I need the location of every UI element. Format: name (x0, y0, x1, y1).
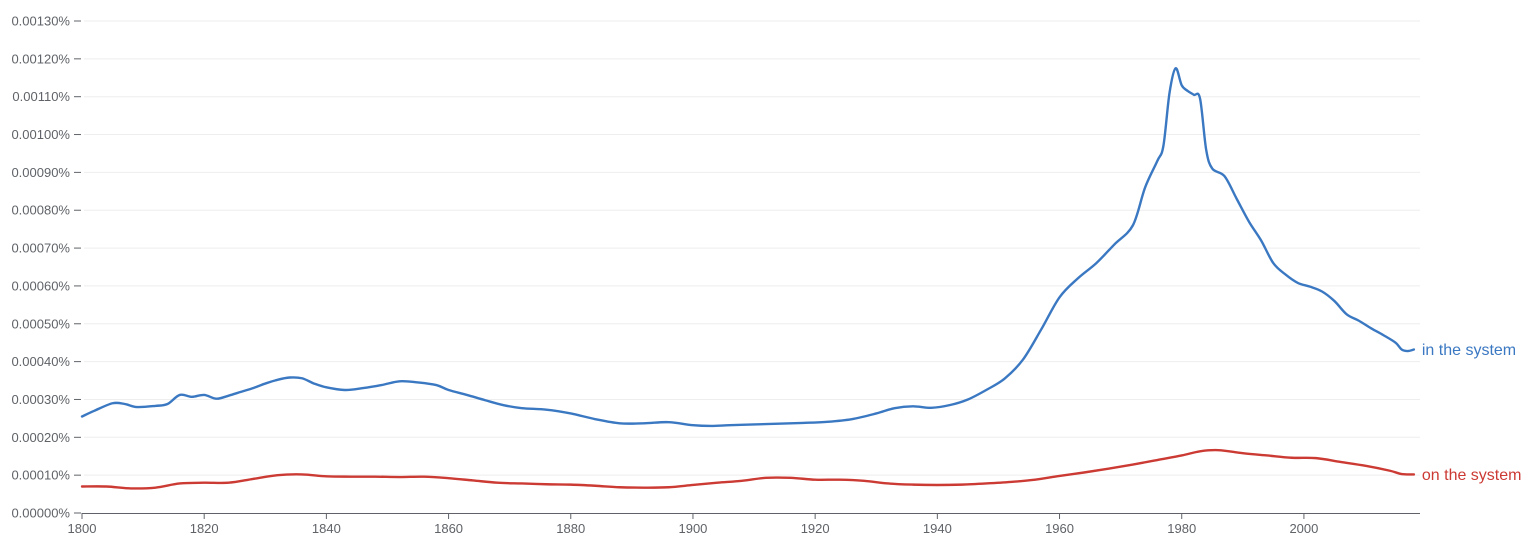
x-tick-label: 1820 (190, 521, 219, 536)
x-axis: 1800 1820 1840 1860 1880 1900 1920 1940 1960 1980… (68, 513, 1420, 536)
grid-lines (84, 20, 1420, 476)
y-tick-label: 0.00040% (11, 354, 70, 369)
y-tick-label: 0.00090% (11, 165, 70, 180)
y-tick-label: 0.00060% (11, 278, 70, 293)
series-labels: in the system on the system (1422, 342, 1522, 484)
y-tick-label: 0.00030% (11, 392, 70, 407)
y-tick-label: 0.00080% (11, 203, 70, 218)
y-tick-label: 0.00020% (11, 430, 70, 445)
x-tick-label: 1860 (434, 521, 463, 536)
y-axis: 0.00000% 0.00010% 0.00020% 0.00030% 0.00040%… (11, 14, 81, 521)
series-line-in-the-system[interactable] (80, 67, 1416, 428)
y-tick-label: 0.00050% (11, 316, 70, 331)
y-tick-label: 0.00110% (12, 89, 70, 104)
y-tick-label: 0.00100% (11, 127, 70, 142)
x-tick-label: 1980 (1167, 521, 1196, 536)
x-tick-label: 1940 (923, 521, 952, 536)
series-label-on-the-system: on the system (1422, 467, 1522, 484)
series-line-on-the-system[interactable] (80, 448, 1416, 490)
series-label-in-the-system: in the system (1422, 342, 1516, 359)
x-tick-label: 1900 (678, 521, 707, 536)
series-lines (80, 67, 1416, 490)
x-tick-label: 1960 (1045, 521, 1074, 536)
x-tick-label: 1880 (556, 521, 585, 536)
y-tick-label: 0.00000% (11, 506, 70, 521)
y-tick-label: 0.00130% (11, 14, 70, 29)
x-tick-label: 1800 (68, 521, 97, 536)
y-tick-label: 0.00070% (11, 241, 70, 256)
x-tick-label: 2000 (1289, 521, 1318, 536)
x-tick-label: 1840 (312, 521, 341, 536)
y-tick-label: 0.00120% (11, 51, 70, 66)
y-tick-label: 0.00010% (11, 468, 70, 483)
x-tick-label: 1920 (801, 521, 830, 536)
